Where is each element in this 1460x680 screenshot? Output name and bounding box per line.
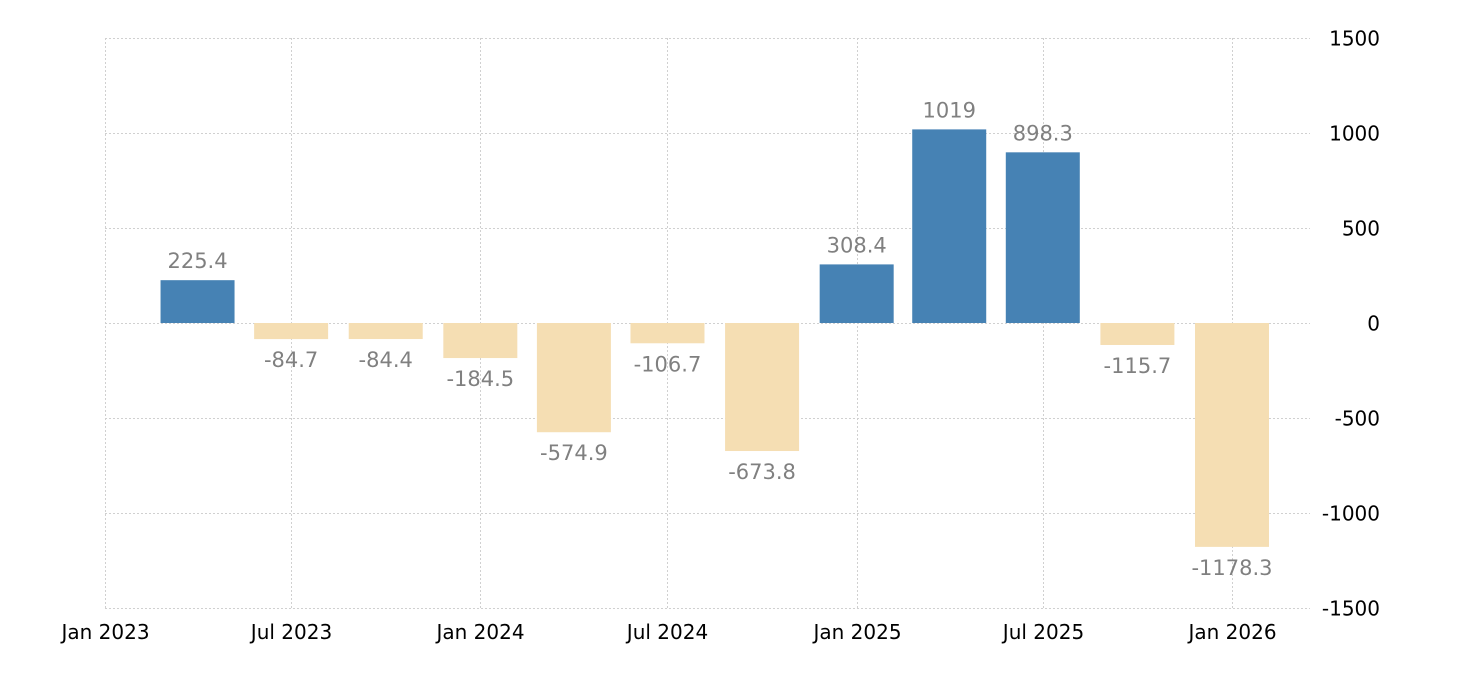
data-label: 1019 [922, 98, 975, 122]
data-label: -1178.3 [1191, 556, 1272, 580]
bar [443, 323, 518, 359]
bar [254, 323, 329, 340]
data-label: -184.5 [446, 367, 514, 391]
y-tick-label: 1000 [1329, 122, 1380, 146]
y-tick-label: -1500 [1322, 597, 1380, 621]
data-label: -574.9 [540, 441, 608, 465]
x-tick-label: Jan 2026 [1186, 620, 1276, 644]
x-tick-label: Jul 2025 [1001, 620, 1084, 644]
y-tick-label: -1000 [1322, 502, 1380, 526]
bar [630, 323, 705, 344]
y-tick-label: 500 [1342, 217, 1380, 241]
x-tick-label: Jul 2024 [625, 620, 708, 644]
data-label: 898.3 [1013, 121, 1073, 145]
bar [1005, 152, 1080, 323]
bar [912, 129, 987, 323]
y-tick-label: 0 [1367, 312, 1380, 336]
data-label: 308.4 [827, 233, 887, 257]
data-label: -115.7 [1104, 354, 1172, 378]
x-tick-label: Jul 2023 [249, 620, 332, 644]
x-tick-label: Jan 2024 [434, 620, 524, 644]
x-tick-label: Jan 2023 [59, 620, 149, 644]
bar [1100, 323, 1175, 345]
data-label: -106.7 [634, 352, 702, 376]
data-label: -673.8 [728, 460, 796, 484]
bar [819, 264, 894, 323]
y-tick-label: -500 [1335, 407, 1380, 431]
data-label: -84.7 [264, 348, 318, 372]
bar [160, 280, 235, 323]
bar [536, 323, 611, 433]
data-label: 225.4 [167, 249, 227, 273]
bar [348, 323, 423, 340]
bar [725, 323, 800, 452]
bar [1195, 323, 1269, 547]
data-label: -84.4 [359, 348, 413, 372]
y-tick-label: 1500 [1329, 27, 1380, 51]
x-tick-label: Jan 2025 [811, 620, 901, 644]
